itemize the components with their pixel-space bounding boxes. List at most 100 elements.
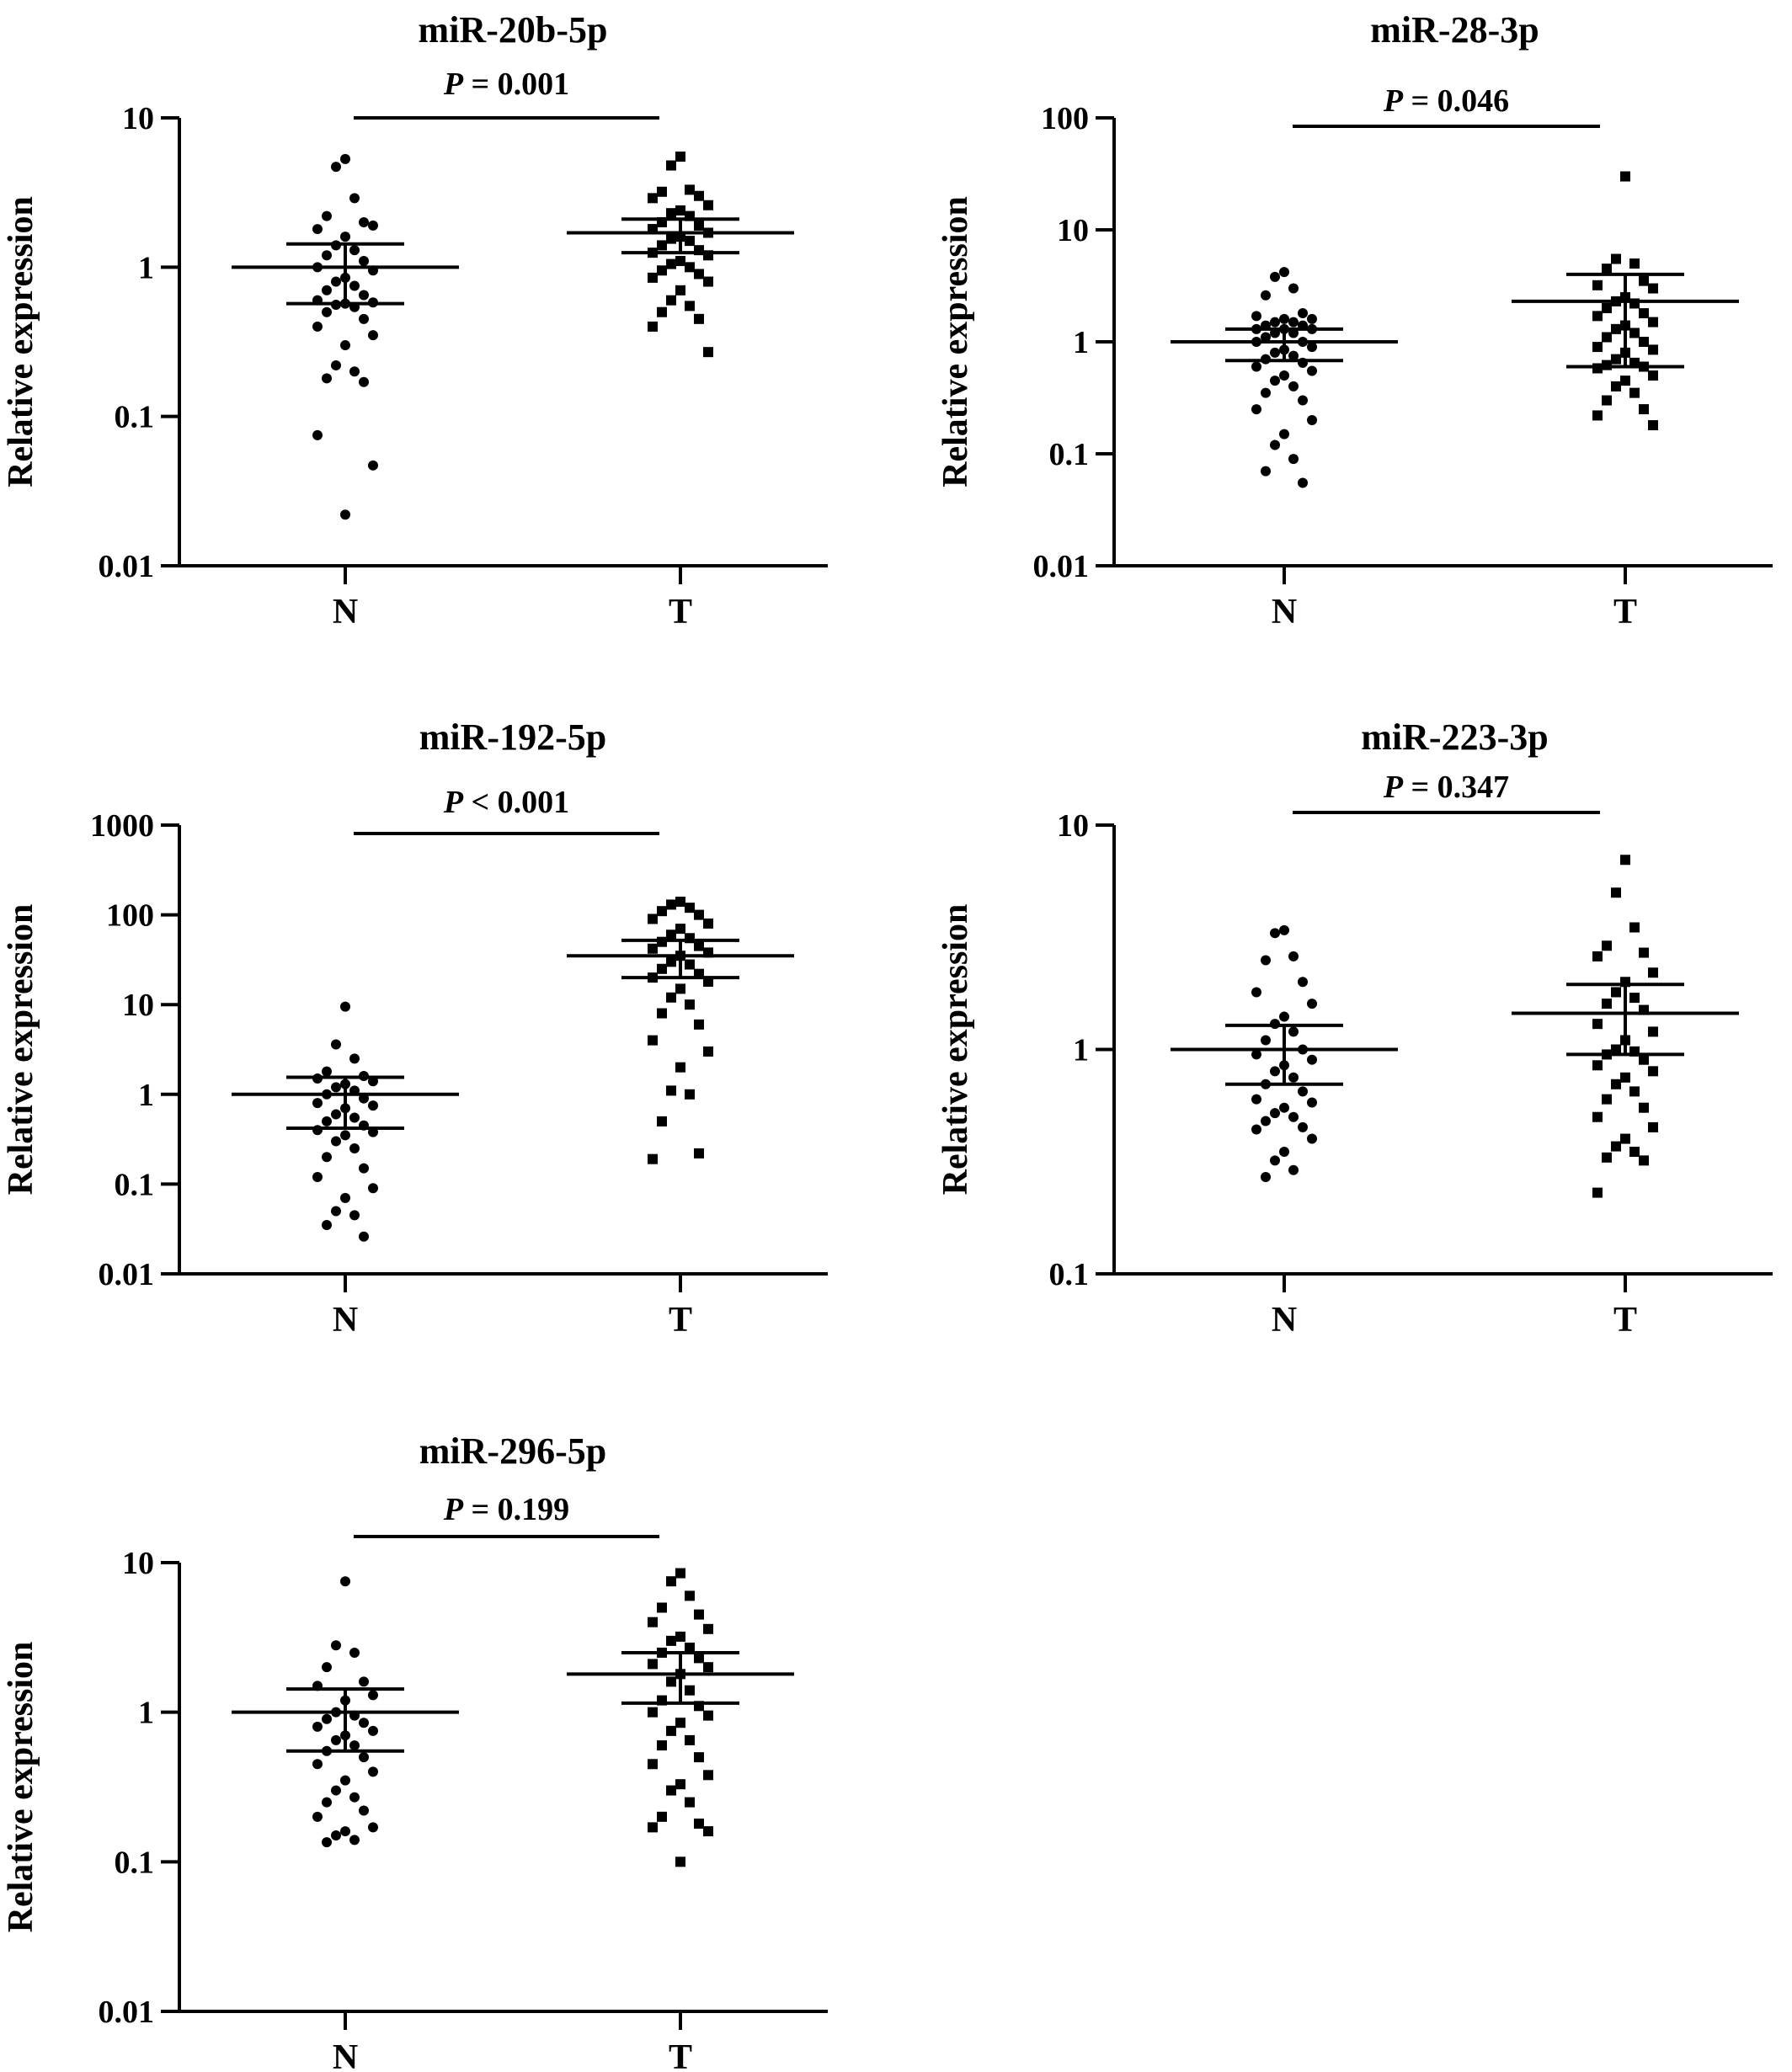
data-point-T: [1602, 999, 1612, 1009]
data-point-N: [1270, 271, 1280, 282]
p-value-text: = 0.046: [1403, 83, 1509, 119]
data-point-N: [322, 1797, 332, 1808]
data-point-T: [1611, 1141, 1621, 1152]
data-point-T: [703, 1826, 713, 1837]
data-point-T: [1648, 967, 1658, 978]
y-tick-label: 0.01: [1033, 549, 1090, 584]
data-point-N: [331, 360, 341, 370]
data-point-T: [666, 1576, 676, 1587]
data-point-N: [1288, 1026, 1299, 1037]
data-point-N: [368, 460, 378, 471]
data-point-T: [703, 1710, 713, 1721]
data-point-T: [648, 193, 658, 204]
data-point-T: [1648, 344, 1658, 355]
y-tick-label: 0.1: [115, 1845, 155, 1880]
data-point-T: [685, 1685, 695, 1696]
data-point-T: [694, 1148, 704, 1159]
data-point-T: [648, 913, 658, 924]
data-point-N: [340, 340, 350, 351]
data-point-N: [1288, 381, 1299, 391]
data-point-T: [675, 983, 685, 994]
data-point-T: [685, 262, 695, 273]
data-point-N: [1270, 1066, 1280, 1077]
data-point-T: [1629, 387, 1640, 398]
p-value-symbol: P: [1383, 770, 1404, 805]
y-tick-label: 0.1: [1049, 437, 1090, 472]
data-point-N: [1261, 466, 1271, 477]
data-point-N: [359, 1805, 369, 1816]
data-point-N: [331, 1109, 341, 1120]
data-point-T: [648, 1759, 658, 1770]
data-point-T: [1592, 311, 1603, 322]
data-point-N: [322, 306, 332, 317]
data-point-T: [685, 236, 695, 247]
data-point-N: [368, 1766, 378, 1777]
data-point-T: [657, 265, 667, 276]
data-point-T: [666, 1676, 676, 1687]
data-point-N: [331, 162, 341, 173]
p-value-symbol: P: [443, 1492, 464, 1527]
data-point-N: [1307, 1054, 1317, 1065]
data-point-T: [1620, 1072, 1630, 1083]
data-point-N: [331, 1830, 341, 1841]
data-point-T: [675, 255, 685, 266]
data-point-T: [675, 285, 685, 296]
data-point-T: [694, 909, 704, 920]
data-point-N: [368, 1100, 378, 1111]
data-point-T: [1602, 1094, 1612, 1105]
data-point-N: [340, 1775, 350, 1786]
data-point-T: [1648, 1066, 1658, 1077]
data-point-N: [312, 429, 323, 440]
y-axis-label: Relative expression: [936, 196, 975, 487]
data-point-T: [657, 1116, 667, 1127]
data-point-T: [694, 1752, 704, 1763]
chart-title: miR-223-3p: [1361, 716, 1548, 758]
data-point-N: [322, 285, 332, 296]
data-point-T: [1639, 308, 1649, 319]
data-point-T: [657, 1008, 667, 1019]
y-tick-label: 0.1: [1049, 1257, 1090, 1292]
data-point-N: [312, 1171, 323, 1182]
data-point-T: [675, 1856, 685, 1867]
data-point-N: [322, 1662, 332, 1673]
x-tick-label: T: [669, 1301, 692, 1340]
data-point-N: [1279, 370, 1289, 381]
data-point-N: [1279, 429, 1289, 439]
y-axis-label: Relative expression: [2, 904, 40, 1196]
p-value-symbol: P: [1383, 83, 1404, 119]
data-point-T: [1611, 887, 1621, 898]
data-point-N: [340, 1001, 350, 1012]
data-point-N: [1307, 414, 1317, 425]
data-point-T: [666, 160, 676, 171]
data-point-T: [703, 918, 713, 929]
data-point-T: [666, 1085, 676, 1096]
data-point-N: [1251, 404, 1261, 415]
chart-1: miR-20b-5p P = 0.001 0.01 0.1 1 10 Relative ex…: [2, 9, 828, 631]
data-point-T: [1639, 275, 1649, 286]
data-point-T: [703, 1662, 713, 1673]
data-point-N: [1288, 350, 1299, 361]
chart-4: miR-223-3p P = 0.347 0.1 1 10 Relative expres…: [936, 716, 1773, 1340]
data-point-N: [322, 1713, 332, 1724]
data-point-N: [1279, 267, 1289, 278]
data-point-N: [368, 1690, 378, 1701]
data-point-T: [703, 276, 713, 287]
data-point-N: [1307, 365, 1317, 376]
data-point-N: [1298, 308, 1308, 319]
data-point-N: [331, 1785, 341, 1796]
data-point-N: [340, 1192, 350, 1203]
data-point-N: [1270, 928, 1280, 939]
data-point-N: [1270, 1155, 1280, 1166]
data-point-N: [359, 1752, 369, 1763]
data-point-T: [685, 903, 695, 913]
data-point-T: [666, 1785, 676, 1796]
data-point-N: [1251, 1094, 1261, 1105]
p-value-text: = 0.199: [463, 1492, 569, 1527]
data-point-T: [685, 999, 695, 1010]
chart-title: miR-20b-5p: [419, 9, 608, 51]
data-point-T: [657, 963, 667, 974]
data-point-T: [1639, 947, 1649, 958]
data-point-N: [312, 1759, 323, 1770]
y-tick-label: 1: [138, 1078, 154, 1113]
data-point-N: [359, 290, 369, 301]
